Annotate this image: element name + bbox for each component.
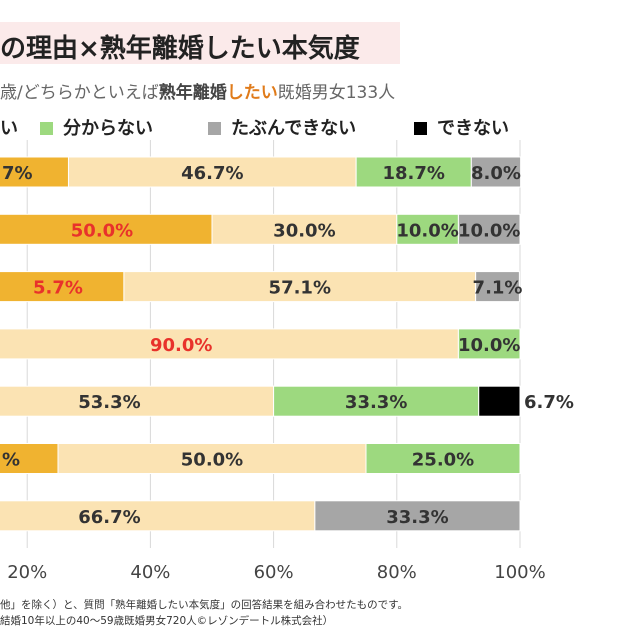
legend-swatch-unknown — [40, 122, 53, 135]
x-tick-label: 20% — [7, 562, 47, 583]
data-label: 30.0% — [273, 220, 335, 241]
bar-segment-probably-cannot — [457, 213, 521, 245]
legend-swatch-cannot — [414, 122, 427, 135]
legend-label-probably-cannot: たぶんできない — [231, 118, 357, 139]
bar-segment-probably-can — [123, 271, 477, 303]
data-label: 5.7% — [33, 278, 83, 299]
chart-title: の理由×熟年離婚したい本気度 — [0, 34, 360, 64]
data-label: 57.1% — [269, 278, 331, 299]
data-label: 33.3% — [345, 392, 407, 413]
legend-label-can: い — [0, 118, 18, 139]
legend-label-unknown: 分からない — [63, 118, 153, 139]
data-label: 8.0% — [471, 163, 521, 184]
bar-segment-probably-cannot — [470, 156, 522, 188]
data-label: 50.0% — [71, 220, 133, 241]
bar-segment-probably-can — [0, 385, 275, 417]
bar-row-5 — [0, 385, 521, 417]
data-label: 33.3% — [386, 507, 448, 528]
bar-segment-probably-cannot — [314, 500, 521, 532]
data-label: 25.0% — [412, 450, 474, 471]
subtitle-prefix: 歳/どちらかといえば — [0, 83, 159, 103]
bar-row-4 — [0, 328, 521, 360]
bar-segment-probably-can — [211, 213, 398, 245]
bar-row-3 — [0, 271, 520, 303]
footnote-line-2: 結婚10年以上の40～59歳既婚男女720人©レゾンデートル株式会社） — [0, 615, 334, 627]
data-label: 66.7% — [78, 507, 140, 528]
bar-row-6 — [0, 443, 521, 474]
bar-segment-unknown — [273, 385, 480, 417]
bar-segment-probably-can — [0, 500, 316, 532]
data-label: 7% — [2, 163, 33, 184]
data-label: 46.7% — [181, 163, 243, 184]
subtitle-suffix: 既婚男女133人 — [277, 83, 396, 103]
bar-segment-unknown — [355, 156, 472, 188]
bar-segment-probably-can — [57, 443, 367, 474]
data-label: 7.1% — [473, 278, 523, 299]
legend-item-unknown: 分からない — [40, 114, 153, 140]
subtitle-highlight-divorce: 熟年離婚 — [158, 83, 227, 103]
bar-row-2 — [0, 213, 521, 245]
bar-segment-probably-cannot — [475, 271, 520, 303]
data-label: % — [2, 450, 20, 471]
footnote-line-1: 他」を除く）と、質問「熟年離婚したい本気度」の回答結果を組み合わせたものです。 — [0, 599, 409, 611]
legend-swatch-probably-cannot — [208, 122, 221, 135]
legend-item-cannot: できない — [414, 114, 509, 140]
x-tick-label: 60% — [254, 562, 294, 583]
bar-row-1 — [0, 156, 522, 188]
stacked-bar-chart: 7% 46.7% 18.7% 8.0%50.0% 30.0% 10.0% 10.0%5.7%… — [0, 140, 574, 583]
bar-segment-unknown — [365, 443, 521, 474]
legend-item-probably-cannot: たぶんできない — [208, 114, 356, 140]
subtitle-highlight-want: したい — [226, 83, 278, 103]
data-label: 18.7% — [383, 163, 445, 184]
bar-segment-unknown — [457, 328, 521, 360]
data-label: 50.0% — [181, 450, 243, 471]
data-label: 10.0% — [458, 220, 520, 241]
x-tick-label: 80% — [377, 562, 417, 583]
x-tick-label: 100% — [494, 562, 545, 583]
bar-segment-cannot — [478, 385, 521, 417]
bar-segment-can — [0, 443, 59, 474]
data-label: 53.3% — [78, 392, 140, 413]
chart-subtitle: 歳/どちらかといえば熟年離婚したい既婚男女133人 — [0, 78, 395, 103]
x-tick-label: 40% — [130, 562, 170, 583]
bar-segment-probably-can — [0, 328, 459, 360]
data-label: 10.0% — [458, 335, 520, 356]
bar-row-7 — [0, 500, 521, 532]
data-label: 10.0% — [396, 220, 458, 241]
title-background — [0, 22, 400, 64]
bar-segment-probably-can — [67, 156, 357, 188]
legend-item-can: い — [0, 114, 18, 140]
data-label: 6.7% — [524, 392, 574, 413]
bar-segment-can — [0, 213, 213, 245]
data-label: 90.0% — [150, 335, 212, 356]
legend-label-cannot: できない — [437, 118, 509, 139]
bar-segment-unknown — [396, 213, 459, 245]
